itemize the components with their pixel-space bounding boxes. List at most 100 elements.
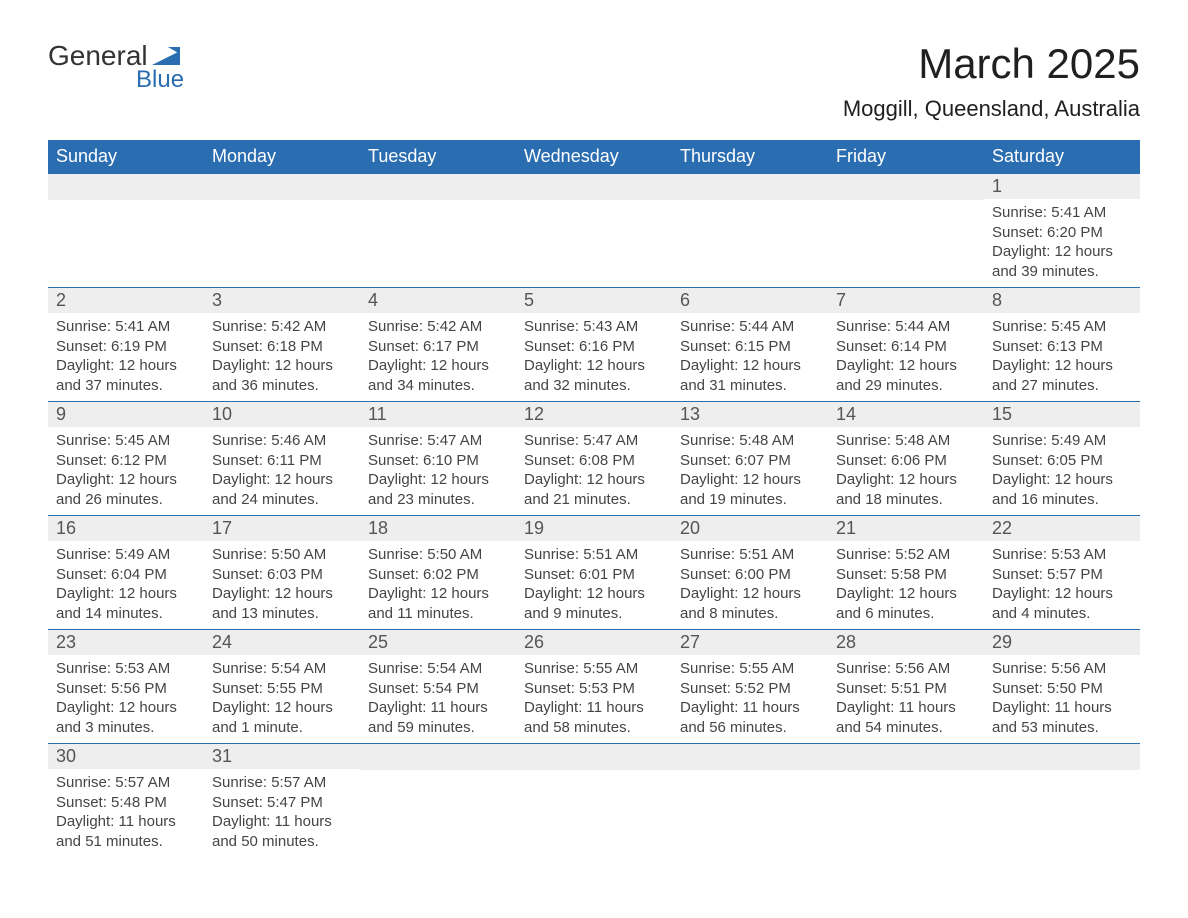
detail-line: Sunset: 5:47 PM [212,793,352,813]
detail-line: Sunset: 6:15 PM [680,337,820,357]
detail-line: Sunrise: 5:51 AM [524,545,664,565]
detail-value: 5:57 PM [1047,566,1103,583]
weekday-header: Wednesday [516,140,672,174]
detail-value: 6:05 PM [1047,452,1103,469]
detail-line: Sunrise: 5:42 AM [212,317,352,337]
detail-line: Sunset: 5:54 PM [368,679,508,699]
detail-line: Sunrise: 5:56 AM [836,659,976,679]
day-number: 31 [204,744,360,769]
detail-value: 6:12 PM [111,452,167,469]
calendar-empty-cell [48,174,204,288]
empty-daynum-bar [516,744,672,770]
day-number: 21 [828,516,984,541]
day-details: Sunrise: 5:44 AMSunset: 6:15 PMDaylight:… [672,313,828,401]
detail-line: Sunset: 6:04 PM [56,565,196,585]
detail-label: Daylight: [368,471,426,488]
detail-line: Sunset: 5:52 PM [680,679,820,699]
weekday-header: Friday [828,140,984,174]
detail-label: Daylight: [212,471,270,488]
detail-label: Sunset: [836,680,887,697]
detail-label: Sunset: [992,680,1043,697]
detail-label: Sunset: [836,566,887,583]
day-number: 18 [360,516,516,541]
calendar-day-cell: 1Sunrise: 5:41 AMSunset: 6:20 PMDaylight… [984,174,1140,288]
detail-line: Daylight: 12 hours and 34 minutes. [368,356,508,395]
detail-value: 6:07 PM [735,452,791,469]
calendar-day-cell: 25Sunrise: 5:54 AMSunset: 5:54 PMDayligh… [360,630,516,744]
detail-label: Daylight: [836,699,894,716]
detail-line: Sunrise: 5:41 AM [56,317,196,337]
day-number: 27 [672,630,828,655]
day-number: 13 [672,402,828,427]
empty-spacer [48,200,204,278]
calendar-empty-cell [360,174,516,288]
calendar-day-cell: 10Sunrise: 5:46 AMSunset: 6:11 PMDayligh… [204,402,360,516]
detail-line: Daylight: 12 hours and 39 minutes. [992,242,1132,281]
brand-logo: General Blue [48,40,184,94]
detail-value: 5:56 AM [1051,660,1106,677]
detail-line: Daylight: 11 hours and 59 minutes. [368,698,508,737]
detail-line: Daylight: 12 hours and 36 minutes. [212,356,352,395]
detail-label: Daylight: [524,585,582,602]
detail-label: Sunset: [524,680,575,697]
detail-line: Sunrise: 5:48 AM [836,431,976,451]
detail-label: Daylight: [56,357,114,374]
day-details: Sunrise: 5:49 AMSunset: 6:05 PMDaylight:… [984,427,1140,515]
detail-label: Sunset: [524,566,575,583]
day-number: 5 [516,288,672,313]
detail-line: Sunrise: 5:54 AM [368,659,508,679]
detail-line: Sunrise: 5:43 AM [524,317,664,337]
detail-label: Sunrise: [836,660,891,677]
detail-line: Sunset: 5:50 PM [992,679,1132,699]
calendar-day-cell: 19Sunrise: 5:51 AMSunset: 6:01 PMDayligh… [516,516,672,630]
empty-daynum-bar [360,744,516,770]
detail-label: Sunrise: [524,432,579,449]
detail-label: Daylight: [368,585,426,602]
detail-label: Sunrise: [212,774,267,791]
detail-line: Sunset: 6:00 PM [680,565,820,585]
detail-value: 5:50 AM [427,546,482,563]
calendar-week-row: 2Sunrise: 5:41 AMSunset: 6:19 PMDaylight… [48,288,1140,402]
detail-value: 5:47 AM [583,432,638,449]
day-details: Sunrise: 5:54 AMSunset: 5:54 PMDaylight:… [360,655,516,743]
header: General Blue March 2025 Moggill, Queensl… [48,40,1140,122]
detail-label: Sunset: [212,794,263,811]
detail-value: 6:18 PM [267,338,323,355]
title-month: March 2025 [843,40,1140,88]
calendar-empty-cell [360,744,516,858]
detail-label: Sunset: [992,224,1043,241]
detail-line: Sunrise: 5:44 AM [680,317,820,337]
detail-label: Daylight: [992,585,1050,602]
detail-label: Sunset: [524,338,575,355]
detail-line: Sunset: 6:08 PM [524,451,664,471]
calendar-day-cell: 23Sunrise: 5:53 AMSunset: 5:56 PMDayligh… [48,630,204,744]
detail-value: 5:53 AM [115,660,170,677]
day-number: 6 [672,288,828,313]
detail-line: Sunrise: 5:54 AM [212,659,352,679]
detail-label: Daylight: [56,585,114,602]
detail-label: Daylight: [836,585,894,602]
calendar-day-cell: 13Sunrise: 5:48 AMSunset: 6:07 PMDayligh… [672,402,828,516]
detail-line: Daylight: 12 hours and 4 minutes. [992,584,1132,623]
detail-value: 5:56 AM [895,660,950,677]
calendar-empty-cell [828,744,984,858]
weekday-header: Saturday [984,140,1140,174]
detail-value: 6:14 PM [891,338,947,355]
day-details: Sunrise: 5:46 AMSunset: 6:11 PMDaylight:… [204,427,360,515]
calendar-day-cell: 6Sunrise: 5:44 AMSunset: 6:15 PMDaylight… [672,288,828,402]
detail-line: Sunrise: 5:47 AM [524,431,664,451]
day-details: Sunrise: 5:41 AMSunset: 6:20 PMDaylight:… [984,199,1140,287]
day-number: 2 [48,288,204,313]
detail-value: 6:16 PM [579,338,635,355]
detail-value: 5:43 AM [583,318,638,335]
weekday-header: Tuesday [360,140,516,174]
empty-spacer [204,200,360,278]
detail-line: Sunrise: 5:46 AM [212,431,352,451]
detail-label: Sunset: [524,452,575,469]
day-details: Sunrise: 5:51 AMSunset: 6:01 PMDaylight:… [516,541,672,629]
detail-line: Sunrise: 5:44 AM [836,317,976,337]
detail-line: Sunset: 6:02 PM [368,565,508,585]
detail-label: Sunrise: [992,660,1047,677]
detail-line: Sunset: 5:51 PM [836,679,976,699]
detail-label: Sunrise: [836,432,891,449]
